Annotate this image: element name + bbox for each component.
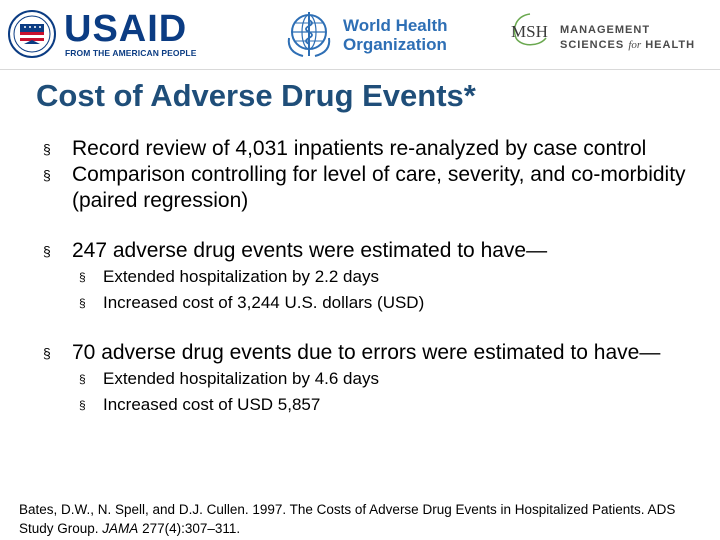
who-name-line2: Organization xyxy=(343,35,447,54)
bullet-marker: § xyxy=(79,270,86,284)
bullet-record-review: § Record review of 4,031 inpatients re-an… xyxy=(40,136,700,162)
msh-name-line1: MANAGEMENT xyxy=(560,24,651,36)
bullet-text: Increased cost of 3,244 U.S. dollars (US… xyxy=(103,293,425,312)
usaid-seal-icon xyxy=(8,10,56,58)
who-name: World Health Organization xyxy=(343,16,448,54)
msh-line2-a: SCIENCES xyxy=(560,39,625,51)
msh-mark-text: MSH xyxy=(511,22,548,41)
bullet-247-events: § 247 adverse drug events were estimated … xyxy=(40,238,700,264)
bullet-text: Extended hospitalization by 2.2 days xyxy=(103,267,379,286)
msh-line2-c: HEALTH xyxy=(645,39,696,51)
slide-title: Cost of Adverse Drug Events* xyxy=(36,78,476,113)
bullet-text: 70 adverse drug events due to errors wer… xyxy=(72,341,661,364)
msh-line2-b: for xyxy=(628,39,642,51)
msh-name-line2: SCIENCES for HEALTH xyxy=(560,38,695,53)
bullet-text: Comparison controlling for level of care… xyxy=(72,163,686,212)
msh-mark-icon: MSH xyxy=(511,13,548,46)
who-name-line1: World Health xyxy=(343,16,448,35)
citation-text: Bates, D.W., N. Spell, and D.J. Cullen. … xyxy=(19,502,676,536)
sub-bullet-cost-3244: § Increased cost of 3,244 U.S. dollars (U… xyxy=(40,290,700,316)
slide-body: § Record review of 4,031 inpatients re-an… xyxy=(40,136,700,418)
bullet-marker: § xyxy=(79,296,86,310)
bullet-text: Record review of 4,031 inpatients re-ana… xyxy=(72,137,647,160)
bullet-marker: § xyxy=(79,398,86,412)
logo-bar: USAID FROM THE AMERICAN PEOPLE World Hea… xyxy=(0,0,720,70)
header-divider xyxy=(0,69,720,70)
sub-bullet-hospitalization-4-6: § Extended hospitalization by 4.6 days xyxy=(40,366,700,392)
sub-bullet-hospitalization-2-2: § Extended hospitalization by 2.2 days xyxy=(40,264,700,290)
bullet-70-events: § 70 adverse drug events due to errors we… xyxy=(40,340,700,366)
bullet-text: 247 adverse drug events were estimated t… xyxy=(72,239,548,262)
sub-bullet-cost-5857: § Increased cost of USD 5,857 xyxy=(40,392,700,418)
bullet-marker: § xyxy=(43,167,51,183)
usaid-tagline: FROM THE AMERICAN PEOPLE xyxy=(65,48,197,58)
bullet-marker: § xyxy=(43,141,51,157)
citation-pages: 277(4):307–311. xyxy=(138,521,241,536)
bullet-text: Extended hospitalization by 4.6 days xyxy=(103,369,379,388)
usaid-logo: USAID FROM THE AMERICAN PEOPLE xyxy=(8,8,196,58)
msh-logo: MSH MANAGEMENT SCIENCES for HEALTH xyxy=(508,10,713,54)
msh-name: MANAGEMENT SCIENCES for HEALTH xyxy=(560,23,695,53)
citation-journal: JAMA xyxy=(102,521,139,536)
bullet-text: Increased cost of USD 5,857 xyxy=(103,395,321,414)
citation: Bates, D.W., N. Spell, and D.J. Cullen. … xyxy=(19,500,709,538)
bullet-marker: § xyxy=(79,372,86,386)
who-emblem-icon xyxy=(287,12,331,57)
bullet-marker: § xyxy=(43,345,51,361)
bullet-marker: § xyxy=(43,243,51,259)
who-logo: World Health Organization xyxy=(283,8,453,60)
usaid-wordmark: USAID xyxy=(64,8,188,50)
bullet-comparison: § Comparison controlling for level of car… xyxy=(40,162,700,214)
